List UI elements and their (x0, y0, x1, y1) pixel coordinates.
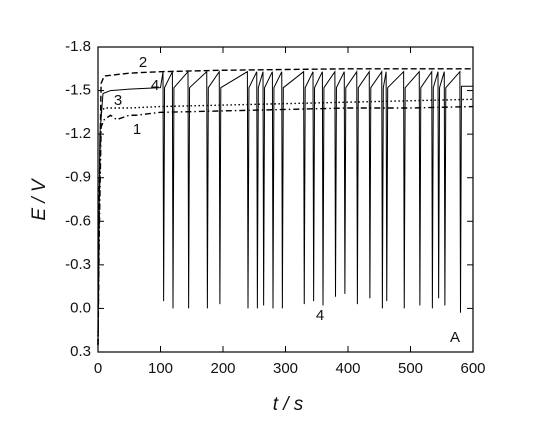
series-label: 4 (151, 77, 159, 94)
y-tick-label: -0.3 (65, 256, 91, 273)
annotation: A (450, 329, 460, 346)
x-tick-label: 500 (398, 360, 423, 377)
x-tick-label: 600 (460, 360, 485, 377)
series-line (97, 105, 474, 345)
y-axis-title: E / V (29, 177, 50, 221)
y-tick-label: -0.6 (65, 212, 91, 229)
x-tick-label: 400 (335, 360, 360, 377)
y-tick-label: 0.0 (70, 299, 91, 316)
y-tick-label: -0.9 (65, 169, 91, 186)
series-line (97, 70, 473, 345)
y-tick-label: -1.5 (65, 82, 91, 99)
y-tick-label: -1.8 (65, 38, 91, 55)
series-line (97, 98, 474, 345)
y-tick-label: -1.2 (65, 125, 91, 142)
x-tick-label: 300 (273, 360, 298, 377)
series-label: 3 (114, 92, 122, 109)
series-label: 2 (139, 54, 147, 71)
x-tick-label: 100 (148, 360, 173, 377)
x-tick-label: 200 (210, 360, 235, 377)
x-axis-title: t / s (273, 394, 304, 415)
series-line (97, 68, 473, 345)
series-label: 1 (133, 121, 141, 138)
x-tick-label: 0 (94, 360, 102, 377)
y-tick-label: 0.3 (70, 343, 91, 360)
annotation: 4 (316, 307, 324, 324)
